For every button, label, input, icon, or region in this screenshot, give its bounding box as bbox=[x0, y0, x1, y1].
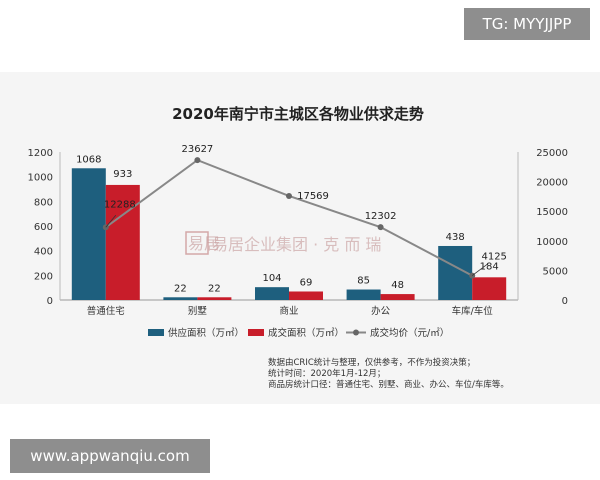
x-category-label: 商业 bbox=[279, 305, 298, 317]
x-category-label: 别墅 bbox=[188, 306, 208, 317]
y-right-tick-label: 5000 bbox=[543, 266, 568, 277]
legend-swatch-deal bbox=[248, 329, 264, 336]
y-left-tick-label: 200 bbox=[34, 271, 53, 282]
bar-supply bbox=[255, 287, 289, 300]
data-label-supply: 438 bbox=[446, 232, 465, 243]
y-left-tick-label: 800 bbox=[34, 197, 53, 208]
y-left-tick-label: 0 bbox=[47, 296, 53, 307]
price-leader-line bbox=[471, 263, 489, 276]
y-left-tick-label: 1200 bbox=[28, 148, 53, 159]
price-leader-line bbox=[105, 214, 117, 228]
watermark-logo-box bbox=[185, 231, 209, 255]
data-label-supply: 104 bbox=[262, 273, 281, 284]
watermark-logo-text: 易居 bbox=[188, 234, 220, 253]
data-label-deal: 22 bbox=[208, 283, 221, 294]
legend-label-price: 成交均价（元/㎡） bbox=[370, 327, 449, 339]
y-right-tick-label: 0 bbox=[562, 296, 568, 307]
y-right-tick-label: 15000 bbox=[536, 207, 568, 218]
watermark: 易居 易居企业集团 · 克 而 瑞 bbox=[185, 231, 381, 255]
price-point bbox=[194, 157, 201, 164]
bar-deal bbox=[380, 294, 415, 300]
bar-supply bbox=[71, 168, 106, 300]
data-label-deal: 933 bbox=[113, 169, 132, 180]
note-line-1: 数据由CRIC统计与整理，仅供参考，不作为投资决策； bbox=[268, 357, 475, 368]
data-label-price: 17569 bbox=[297, 191, 329, 202]
y-right-tick-label: 20000 bbox=[536, 178, 568, 189]
source-notes: 数据由CRIC统计与整理，仅供参考，不作为投资决策； 统计时间：2020年1月-… bbox=[268, 357, 509, 390]
price-point bbox=[377, 224, 384, 231]
bar-supply bbox=[163, 297, 198, 300]
chart-title: 2020年南宁市主城区各物业供求走势 bbox=[172, 105, 424, 123]
data-label-price: 12302 bbox=[365, 211, 397, 222]
bars-layer bbox=[71, 168, 507, 300]
watermark-text: 易居企业集团 · 克 而 瑞 bbox=[212, 235, 381, 254]
data-label-supply: 85 bbox=[357, 276, 370, 287]
x-category-label: 办公 bbox=[371, 305, 391, 317]
data-label-deal: 69 bbox=[300, 277, 313, 288]
note-line-3: 商品房统计口径：普通住宅、别墅、商业、办公、车位/车库等。 bbox=[268, 379, 509, 390]
data-label-deal: 48 bbox=[391, 280, 404, 291]
data-label-supply: 1068 bbox=[76, 154, 101, 165]
tg-badge: TG: MYYJJPP bbox=[464, 8, 590, 40]
y-left-tick-label: 600 bbox=[34, 222, 53, 233]
data-label-supply: 22 bbox=[174, 283, 187, 294]
y-left-tick-label: 400 bbox=[34, 247, 53, 258]
data-label-price: 4125 bbox=[481, 252, 506, 263]
data-label-deal: 184 bbox=[480, 261, 499, 272]
legend-label-supply: 供应面积（万㎡） bbox=[168, 327, 244, 339]
y-right-tick-label: 25000 bbox=[536, 148, 568, 159]
bar-supply bbox=[346, 289, 381, 300]
price-line bbox=[105, 158, 473, 277]
y-right-tick-label: 10000 bbox=[536, 237, 568, 248]
bar-deal bbox=[289, 291, 323, 300]
labels-layer: 1068 933 22 22 104 69 85 48 438 184 12288 23627 1756… bbox=[76, 144, 507, 294]
bar-deal bbox=[472, 277, 507, 300]
url-badge: www.appwanqiu.com bbox=[10, 439, 210, 473]
y-left-tick-label: 1000 bbox=[28, 173, 53, 184]
data-label-price: 23627 bbox=[181, 144, 213, 155]
legend: 供应面积（万㎡） 成交面积（万㎡） 成交均价（元/㎡） bbox=[148, 327, 449, 339]
line-layer bbox=[102, 157, 476, 279]
note-line-2: 统计时间：2020年1月-12月； bbox=[268, 368, 385, 379]
legend-marker-price bbox=[353, 329, 359, 336]
legend-swatch-supply bbox=[148, 329, 164, 336]
x-category-label: 车库/车位 bbox=[452, 305, 494, 317]
bar-deal bbox=[105, 184, 140, 300]
data-label-price: 12288 bbox=[104, 199, 136, 210]
x-category-label: 普通住宅 bbox=[87, 305, 125, 317]
legend-label-deal: 成交面积（万㎡） bbox=[268, 327, 344, 339]
price-point bbox=[286, 192, 292, 199]
bar-deal bbox=[197, 297, 232, 300]
